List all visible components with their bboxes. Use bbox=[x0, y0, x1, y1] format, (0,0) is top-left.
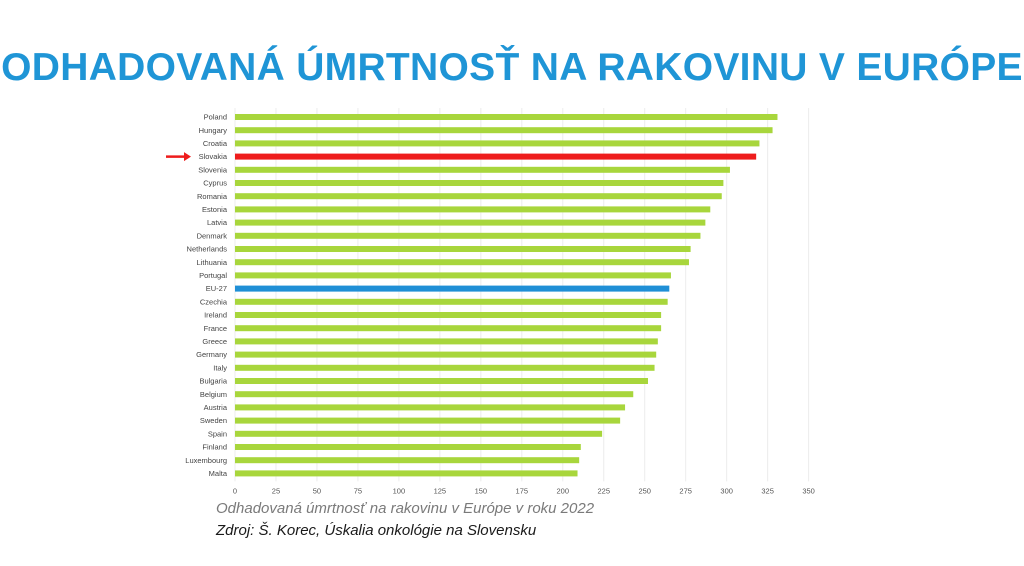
bar-eu-27 bbox=[235, 285, 670, 292]
bar-germany bbox=[235, 351, 657, 358]
page-title: ODHADOVANÁ ÚMRTNOSŤ NA RAKOVINU V EURÓPE bbox=[1, 46, 1023, 89]
category-label: Finland bbox=[202, 443, 227, 452]
x-tick-label: 125 bbox=[434, 486, 447, 495]
category-label: Estonia bbox=[202, 205, 228, 214]
bar-latvia bbox=[235, 219, 706, 226]
bar-romania bbox=[235, 193, 722, 200]
category-label: EU-27 bbox=[206, 284, 227, 293]
chart-category-labels: Poland Hungary Croatia Slovakia Slovenia Cypr… bbox=[185, 113, 228, 478]
bar-bulgaria bbox=[235, 378, 648, 384]
bar-portugal bbox=[235, 272, 671, 279]
chart-bars bbox=[235, 114, 778, 477]
bar-sweden bbox=[235, 417, 621, 424]
chart-markers bbox=[166, 152, 191, 162]
chart-caption: Odhadovaná úmrtnosť na rakovinu v Európe… bbox=[216, 500, 595, 517]
bar-belgium bbox=[235, 391, 634, 398]
chart-grid bbox=[234, 108, 810, 482]
category-label: Portugal bbox=[199, 271, 227, 280]
category-label: France bbox=[204, 324, 227, 333]
category-label: Ireland bbox=[204, 311, 227, 320]
x-tick-label: 100 bbox=[393, 486, 406, 495]
category-label: Lithuania bbox=[197, 258, 228, 267]
category-label: Slovakia bbox=[199, 152, 228, 161]
category-label: Latvia bbox=[207, 218, 228, 227]
bar-netherlands bbox=[235, 246, 691, 252]
bar-estonia bbox=[235, 206, 711, 213]
x-tick-label: 325 bbox=[761, 486, 774, 495]
bar-slovenia bbox=[235, 166, 730, 173]
category-label: Czechia bbox=[200, 297, 228, 306]
category-label: Italy bbox=[213, 363, 227, 372]
x-tick-label: 275 bbox=[679, 486, 692, 495]
bar-france bbox=[235, 325, 662, 332]
bar-luxembourg bbox=[235, 457, 580, 464]
bar-finland bbox=[235, 444, 581, 450]
x-tick-label: 225 bbox=[597, 486, 610, 495]
category-label: Belgium bbox=[200, 390, 227, 399]
category-label: Denmark bbox=[197, 231, 228, 240]
x-tick-label: 350 bbox=[802, 486, 815, 495]
x-tick-label: 175 bbox=[516, 486, 529, 495]
category-label: Germany bbox=[196, 350, 227, 359]
bar-czechia bbox=[235, 298, 668, 305]
category-label: Bulgaria bbox=[199, 377, 227, 386]
x-tick-label: 0 bbox=[233, 486, 237, 495]
category-label: Romania bbox=[197, 192, 228, 201]
bar-croatia bbox=[235, 140, 760, 147]
x-tick-label: 25 bbox=[272, 486, 280, 495]
category-label: Netherlands bbox=[187, 245, 228, 254]
bar-malta bbox=[235, 470, 578, 477]
category-label: Hungary bbox=[199, 126, 228, 135]
category-label: Spain bbox=[208, 429, 227, 438]
category-label: Slovenia bbox=[198, 165, 228, 174]
x-tick-label: 200 bbox=[557, 486, 570, 495]
bar-cyprus bbox=[235, 180, 724, 186]
category-label: Cyprus bbox=[203, 179, 227, 188]
bar-slovakia bbox=[235, 153, 757, 160]
category-label: Poland bbox=[204, 113, 227, 122]
bar-poland bbox=[235, 114, 778, 120]
category-label: Sweden bbox=[200, 416, 227, 425]
chart-source: Zdroj: Š. Korec, Úskalia onkológie na Sl… bbox=[216, 522, 537, 539]
category-label: Malta bbox=[209, 469, 228, 478]
bar-lithuania bbox=[235, 259, 689, 266]
x-tick-label: 75 bbox=[354, 486, 362, 495]
category-label: Austria bbox=[204, 403, 228, 412]
bar-hungary bbox=[235, 127, 773, 134]
bar-denmark bbox=[235, 232, 701, 239]
category-label: Greece bbox=[202, 337, 227, 346]
bar-austria bbox=[235, 404, 626, 411]
bar-ireland bbox=[235, 312, 662, 318]
x-tick-label: 250 bbox=[638, 486, 651, 495]
arrow-head-icon bbox=[184, 152, 191, 162]
bar-italy bbox=[235, 364, 655, 371]
bar-greece bbox=[235, 338, 658, 345]
bar-spain bbox=[235, 430, 603, 437]
category-label: Luxembourg bbox=[185, 456, 227, 465]
chart-tick-labels: 0 25 50 75 100 125 150 175 200 225 250 275 300 325 350 bbox=[233, 486, 815, 495]
x-tick-label: 50 bbox=[313, 486, 321, 495]
x-tick-label: 150 bbox=[475, 486, 488, 495]
x-tick-label: 300 bbox=[720, 486, 733, 495]
bar-chart: Poland Hungary Croatia Slovakia Slovenia Cypr… bbox=[166, 108, 815, 495]
category-label: Croatia bbox=[203, 139, 228, 148]
